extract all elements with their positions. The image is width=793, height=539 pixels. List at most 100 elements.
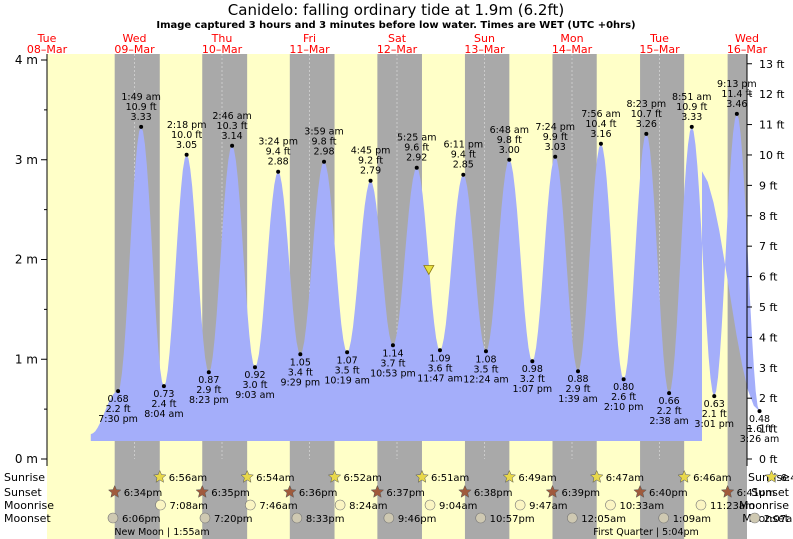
- high-tide-label: 3.46: [726, 99, 747, 110]
- low-tide-point: [530, 359, 535, 364]
- ft-tick-label: 6 ft: [759, 271, 778, 284]
- sunset-icon: [720, 484, 735, 498]
- moonrise-time: 9:47am: [529, 501, 567, 512]
- day-date: 08–Mar: [27, 43, 68, 56]
- high-tide-point: [734, 111, 739, 116]
- moonrise-icon: [695, 499, 707, 511]
- moonrise-time: 9:04am: [439, 501, 477, 512]
- moonset-time: 1:09am: [673, 514, 711, 525]
- low-tide-label: 3.0 ft: [242, 380, 267, 391]
- day-date: 12–Mar: [377, 43, 418, 56]
- high-tide-point: [689, 124, 694, 129]
- low-tide-label: 9:29 pm: [281, 377, 321, 388]
- high-tide-label: 1:49 am: [121, 92, 160, 103]
- high-tide-label: 3.05: [176, 140, 197, 151]
- low-tide-point: [667, 391, 672, 396]
- high-tide-label: 3.14: [222, 131, 243, 142]
- sunrise-icon: [764, 469, 779, 483]
- low-tide-label: 7:30 pm: [98, 414, 138, 425]
- sunrise-icon: [677, 469, 692, 483]
- moonset-icon: [749, 512, 761, 524]
- chart-title: Canidelo: falling ordinary tide at 1.9m …: [228, 1, 564, 19]
- moonrise-time: 8:24am: [349, 501, 387, 512]
- moonset-row-label-left: Moonset: [4, 512, 51, 525]
- moonrise-icon: [334, 499, 346, 511]
- m-tick-label: 0 m: [15, 452, 38, 466]
- sunset-time: 6:35pm: [211, 488, 250, 499]
- m-tick-label: 4 m: [15, 53, 38, 67]
- ft-tick-label: 4 ft: [759, 331, 778, 344]
- tide-area: [90, 113, 760, 442]
- high-tide-point: [461, 172, 466, 177]
- low-tide-point: [252, 365, 257, 370]
- low-tide-label: 2.4 ft: [151, 399, 176, 410]
- sunset-icon: [370, 484, 385, 498]
- high-tide-label: 3.33: [681, 112, 702, 123]
- sunset-icon: [458, 484, 472, 498]
- sunset-time: 6:37pm: [386, 488, 425, 499]
- low-tide-label: 3:01 pm: [694, 419, 734, 430]
- day-date: 15–Mar: [639, 43, 680, 56]
- low-tide-label: 2:38 am: [649, 416, 688, 427]
- sunrise-time: 6:54am: [256, 473, 294, 484]
- low-tide-label: 2.2 ft: [657, 406, 682, 417]
- moonrise-time: 11:23am: [710, 501, 755, 512]
- low-tide-label: 3:26 am: [740, 434, 779, 445]
- sunset-time: 6:39pm: [561, 488, 600, 499]
- high-tide-label: 2.98: [313, 147, 334, 158]
- low-tide-label: 0.88: [567, 374, 588, 385]
- low-tide-point: [390, 343, 395, 348]
- low-tide-label: 0.80: [613, 382, 634, 393]
- sunset-time: 6:34pm: [124, 488, 163, 499]
- sunset-row-label-left: Sunset: [4, 486, 42, 499]
- ft-tick-label: 10 ft: [759, 149, 785, 162]
- ft-tick-label: 9 ft: [759, 179, 778, 192]
- moonset-time: 2:07am: [764, 514, 793, 525]
- low-tide-label: 0.87: [198, 375, 219, 386]
- moonrise-row-label-right: Moonrise: [739, 499, 789, 512]
- low-tide-label: 0.68: [108, 394, 129, 405]
- low-tide-label: 10:19 am: [324, 375, 369, 386]
- high-tide-label: 2.85: [453, 160, 474, 171]
- high-tide-label: 2.92: [406, 153, 427, 164]
- low-tide-label: 1.14: [382, 348, 403, 359]
- high-tide-label: 9.8 ft: [312, 137, 337, 148]
- moonrise-icon: [605, 499, 616, 511]
- high-tide-label: 9.4 ft: [266, 147, 291, 158]
- day-name: Tue: [649, 32, 669, 45]
- high-tide-label: 3.16: [590, 129, 611, 140]
- moonset-icon: [383, 512, 395, 524]
- low-tide-point: [206, 370, 211, 375]
- high-tide-label: 8:23 pm: [626, 99, 666, 110]
- high-tide-label: 6:48 am: [490, 125, 529, 136]
- ft-tick-label: 1 ft: [759, 423, 778, 436]
- high-tide-label: 8:51 am: [672, 92, 711, 103]
- ft-tick-label: 7 ft: [759, 240, 778, 253]
- low-tide-point: [576, 369, 581, 374]
- high-tide-label: 9:13 pm: [717, 79, 757, 90]
- day-name: Mon: [560, 32, 583, 45]
- high-tide-label: 5:25 am: [397, 133, 436, 144]
- low-tide-label: 9:03 am: [235, 390, 274, 401]
- low-tide-point: [298, 352, 303, 357]
- day-date: 11–Mar: [289, 43, 330, 56]
- low-tide-label: 0.48: [749, 414, 770, 425]
- high-tide-label: 10.0 ft: [171, 130, 202, 141]
- high-tide-label: 9.4 ft: [451, 150, 476, 161]
- m-tick-label: 3 m: [15, 153, 38, 167]
- sunset-icon: [282, 484, 297, 498]
- sunset-row-label-right: Sunset: [751, 486, 789, 499]
- low-tide-label: 3.4 ft: [288, 367, 313, 378]
- day-name: Fri: [303, 32, 316, 45]
- low-tide-label: 12:24 am: [463, 374, 508, 385]
- moonrise-icon: [424, 499, 436, 511]
- low-tide-label: 2:10 pm: [604, 402, 644, 413]
- high-tide-label: 2:46 am: [212, 111, 251, 122]
- sunrise-icon: [327, 469, 342, 483]
- ft-tick-label: 8 ft: [759, 210, 778, 223]
- low-tide-label: 2.9 ft: [196, 385, 221, 396]
- sunset-icon: [107, 484, 122, 498]
- chart-subtitle: Image captured 3 hours and 3 minutes bef…: [156, 20, 635, 31]
- sunrise-icon: [502, 469, 517, 483]
